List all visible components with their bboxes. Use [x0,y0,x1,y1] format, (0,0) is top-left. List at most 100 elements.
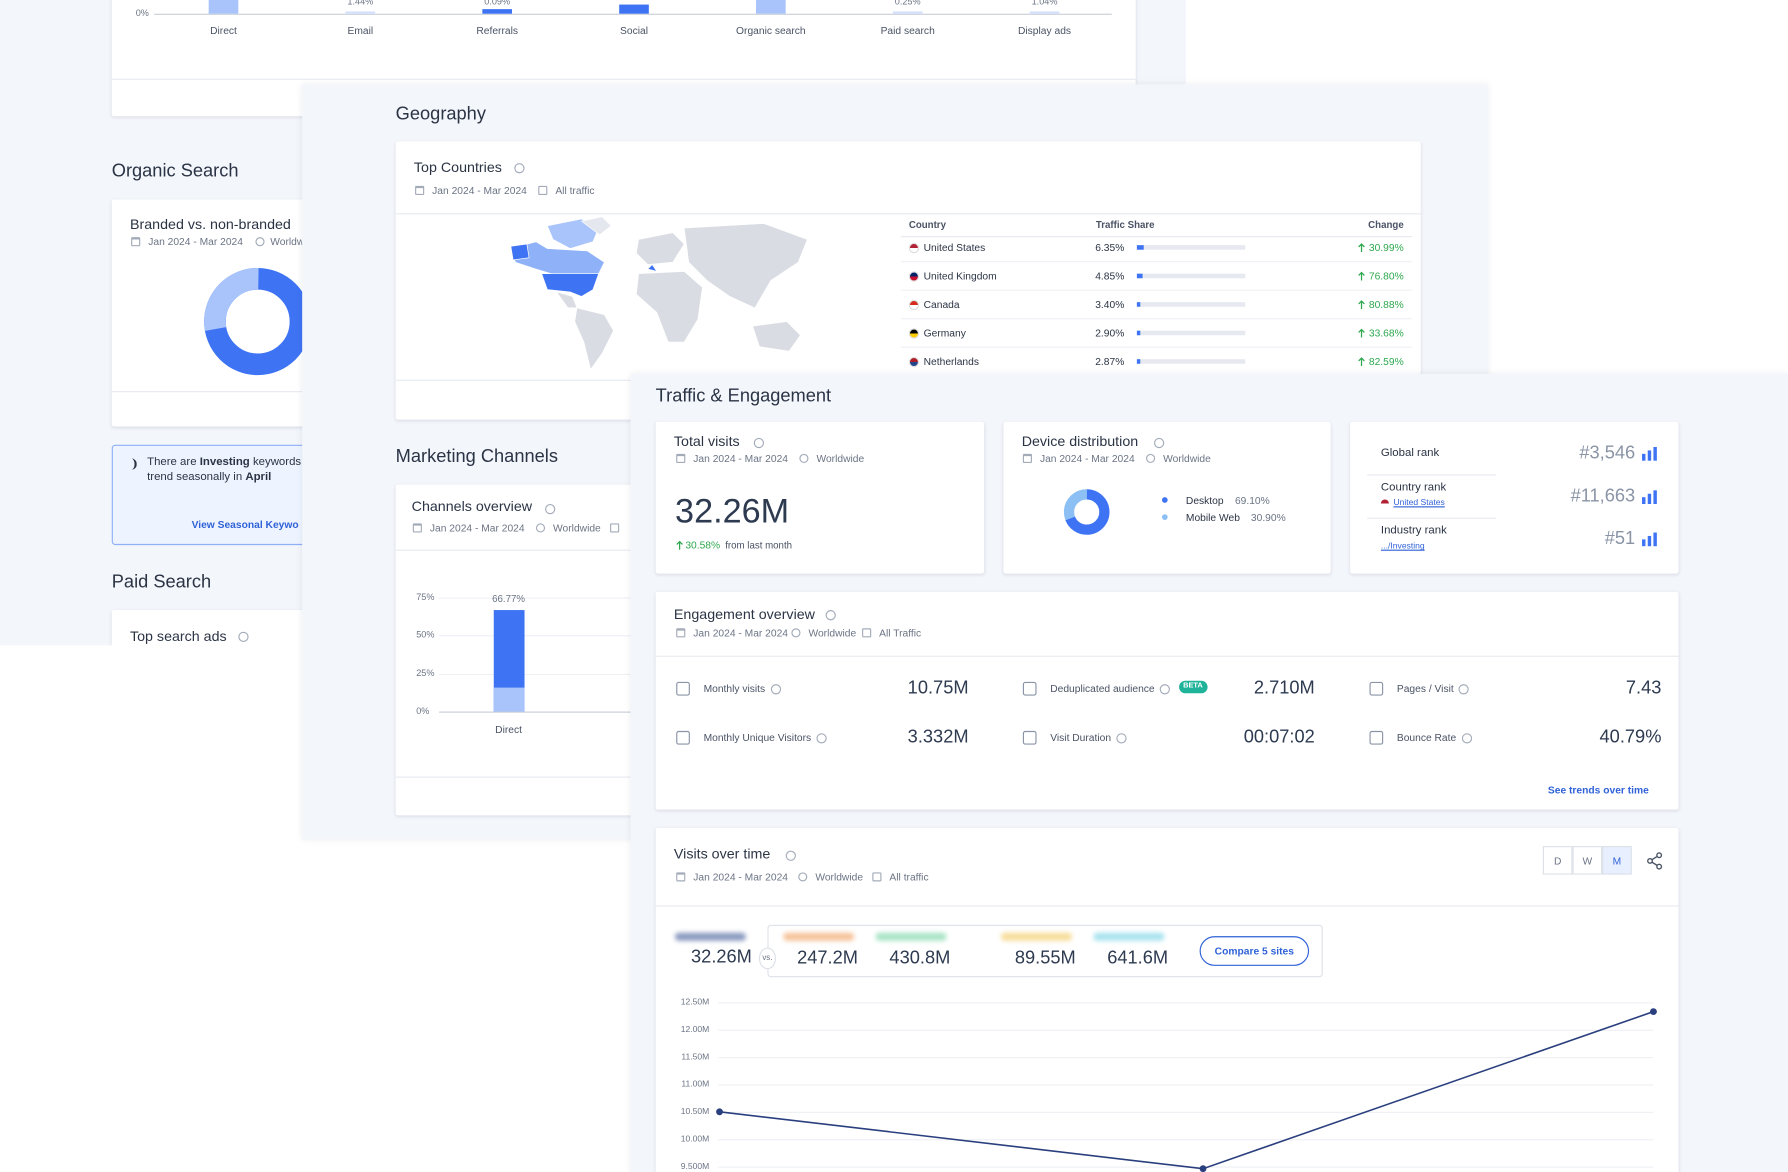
insight-icon [125,458,137,470]
share-bar [1136,245,1144,250]
change-label: 82.59% [1368,355,1404,367]
up-arrow [1358,300,1365,310]
grid-line [718,1029,1654,1031]
granularity-button[interactable] [1602,846,1632,875]
info-icon [1153,437,1164,448]
y-tick-label: 10.50M [680,1106,710,1117]
card [655,591,1679,810]
granularity-label[interactable]: W [1582,854,1593,867]
share-label: 3.40% [1095,298,1125,310]
flag [908,356,920,368]
share-node [1656,863,1663,870]
calendar-icon [131,237,141,247]
map-region [647,264,658,272]
rank-bar-icon [1642,539,1646,547]
section-heading: Organic Search [111,161,239,182]
compare-value: 247.2M [797,948,858,969]
traffic-icon [610,523,620,533]
grid-line [439,673,693,675]
label: Jan 2024 - Mar 2024 [693,452,789,464]
share-label: 2.87% [1095,355,1125,367]
bar-lower-part [493,687,524,712]
y-tick-label: 10.00M [680,1133,710,1145]
traffic-icon [538,185,548,195]
share-label: 6.35% [1095,241,1125,253]
rank-name: Industry rank [1380,524,1447,538]
divider [111,78,1136,80]
metric-name: Pages / Visit [1396,682,1454,694]
info-icon [785,850,796,861]
metric-icon [1369,730,1384,745]
up-arrow [1358,328,1365,338]
site-blur [875,932,947,941]
globe-icon [791,628,801,638]
granularity-label[interactable]: M [1612,854,1622,867]
x-tick-label: Direct [495,723,522,735]
y-tick-label: 9.500M [680,1161,710,1172]
info-icon [513,162,524,173]
calendar-icon [1022,453,1032,463]
flag [908,271,920,282]
point [716,1108,723,1116]
divider [111,391,340,393]
y-tick-label: 12.50M [680,996,710,1008]
card-title: Channels overview [411,498,533,514]
country-name: Canada [923,298,960,310]
line-chart [716,1008,1657,1172]
bar [892,11,923,14]
card-title: Branded vs. non-branded [129,216,291,233]
card-title: Device distribution [1021,433,1139,449]
card-title: Top search ads [129,628,227,644]
link[interactable]: See trends over time [1547,783,1649,796]
value-label: 1.04% [1031,0,1058,7]
label: All traffic [889,870,929,883]
share-track [1136,330,1246,336]
traffic-icon [872,872,882,882]
share-node [1656,852,1663,859]
badge: BETA [1178,680,1208,693]
map-region [510,243,530,261]
compare-button[interactable] [1199,936,1310,966]
device-donut [1063,489,1110,535]
traffic-icon [862,628,872,638]
globe-icon [255,237,265,247]
rank-name: Global rank [1380,446,1440,460]
label: Worldwide [815,870,864,883]
link[interactable]: .../Investing [1380,540,1425,552]
rank-value: #51 [1604,529,1636,549]
link[interactable]: View Seasonal Keywo [191,518,299,530]
compare-button-label[interactable]: Compare 5 sites [1214,944,1294,957]
divider [655,905,1679,907]
point [1199,1165,1207,1172]
insight-line: There are Investing keywords [147,457,301,468]
legend-dot [1161,497,1168,503]
granularity-button[interactable] [1572,846,1603,875]
insight-line: trend seasonally in April [147,472,271,483]
divider [900,236,1412,238]
site-blur [1093,932,1165,941]
insight-text: Investing [199,456,250,469]
metric-name: Visit Duration [1050,731,1112,743]
share-track [1136,359,1246,364]
label: All Traffic [879,626,922,638]
metric-value: 00:07:02 [1243,727,1315,747]
divider [655,655,1679,657]
y-tick-label: 75% [416,591,435,603]
column-header: Country [908,218,946,231]
granularity-label[interactable]: D [1553,854,1562,867]
metric-value: 7.43 [1625,678,1662,698]
label: Worldwide [808,626,857,638]
granularity-button[interactable] [1542,846,1573,875]
metric-name: Monthly Unique Visitors [703,731,812,743]
link[interactable]: United States [1393,497,1445,508]
insight-text: keywords [252,456,302,469]
compare-value: 641.6M [1107,948,1169,969]
country-name: Netherlands [923,355,979,367]
calendar-icon [676,453,686,463]
map-region [635,232,685,265]
map-region [555,291,578,309]
info-icon [237,631,249,642]
insight-box [111,444,340,546]
rank-bar-icon [1647,450,1652,461]
